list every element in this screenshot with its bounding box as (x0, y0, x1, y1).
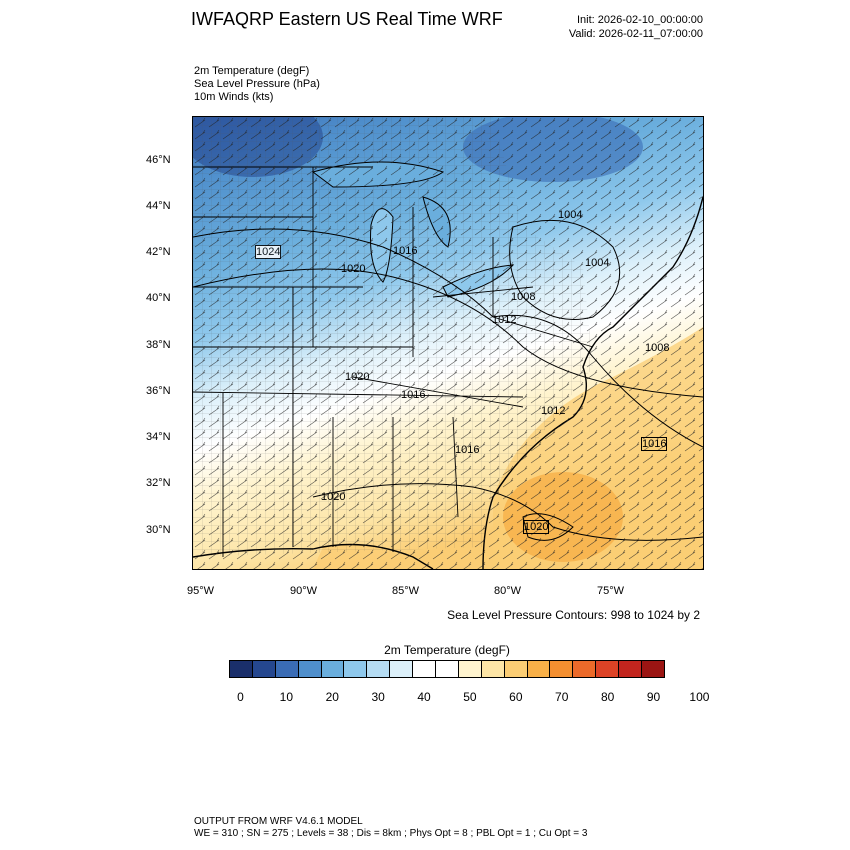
lat-label: 32°N (146, 477, 171, 489)
contour-label: 1004 (585, 257, 610, 269)
lat-label: 44°N (146, 200, 171, 212)
contour-label: 1012 (541, 405, 566, 417)
colorbar-swatch (390, 661, 414, 677)
contour-label: 1016 (393, 245, 418, 257)
field-pressure: Sea Level Pressure (hPa) (194, 78, 320, 90)
colorbar-label: 80 (600, 690, 615, 704)
contour-note: Sea Level Pressure Contours: 998 to 1024… (447, 608, 700, 622)
colorbar-label: 60 (509, 690, 523, 704)
colorbar-swatch (230, 661, 253, 677)
page-title: IWFAQRP Eastern US Real Time WRF (191, 9, 503, 29)
lat-label: 30°N (146, 524, 171, 536)
init-time: Init: 2026-02-10_00:00:00 (577, 14, 703, 26)
colorbar-swatch (619, 661, 643, 677)
footer-model: OUTPUT FROM WRF V4.6.1 MODEL (194, 816, 363, 827)
contour-label: 1020 (345, 371, 370, 383)
colorbar-swatch (458, 661, 482, 677)
colorbar-swatch (275, 661, 299, 677)
colorbar-swatch (344, 661, 368, 677)
lon-label: 90°W (290, 585, 318, 597)
contour-label: 1016 (455, 444, 480, 456)
contour-label: 1020 (341, 263, 366, 275)
colorbar-swatch (481, 661, 505, 677)
colorbar-swatch (596, 661, 620, 677)
contour-label: 1016 (401, 389, 426, 401)
lon-label: 85°W (392, 585, 420, 597)
colorbar-swatch (298, 661, 322, 677)
colorbar-label: 70 (555, 690, 569, 704)
colorbar-label: 10 (279, 690, 294, 704)
lat-label: 40°N (146, 292, 171, 304)
colorbar-label: 0 (237, 690, 244, 704)
colorbar-swatch (252, 661, 276, 677)
contour-label: 1020 (321, 491, 346, 503)
run-times: Init: 2026-02-10_00:00:00 Valid: 2026-02… (569, 13, 703, 41)
colorbar-title: 2m Temperature (degF) (384, 643, 510, 657)
colorbar-swatch (642, 661, 664, 677)
lon-label: 75°W (597, 585, 625, 597)
contour-label: 1016 (641, 437, 668, 451)
footer: OUTPUT FROM WRF V4.6.1 MODEL WE = 310 ; … (194, 816, 587, 840)
valid-time: Valid: 2026-02-11_07:00:00 (568, 28, 703, 40)
contour-label: 1008 (511, 291, 536, 303)
colorbar (229, 660, 665, 678)
colorbar-swatch (550, 661, 574, 677)
field-temperature: 2m Temperature (degF) (194, 65, 310, 77)
contour-label: 1012 (492, 314, 517, 326)
contour-label: 1020 (523, 520, 550, 534)
colorbar-swatch (573, 661, 597, 677)
field-winds: 10m Winds (kts) (194, 91, 274, 103)
field-list: 2m Temperature (degF) Sea Level Pressure… (194, 65, 320, 104)
colorbar-label: 40 (417, 690, 431, 704)
contour-label: 1004 (558, 209, 583, 221)
colorbar-label: 20 (325, 690, 339, 704)
lat-label: 36°N (146, 385, 171, 397)
lat-label: 38°N (146, 339, 171, 351)
colorbar-label: 90 (646, 690, 661, 704)
map-graphic (193, 117, 703, 569)
forecast-map: 1024 1020 1016 1004 1008 1012 1020 1016 … (192, 116, 704, 570)
lat-label: 34°N (146, 431, 171, 443)
colorbar-swatch (367, 661, 391, 677)
footer-config: WE = 310 ; SN = 275 ; Levels = 38 ; Dis … (194, 828, 588, 839)
lon-label: 95°W (187, 585, 215, 597)
colorbar-label: 100 (689, 690, 710, 704)
isobars (193, 219, 703, 541)
colorbar-swatch (527, 661, 551, 677)
lat-label: 46°N (146, 154, 171, 166)
contour-label: 1024 (255, 245, 282, 259)
colorbar-label: 50 (463, 690, 477, 704)
wind-barbs (193, 117, 703, 569)
colorbar-swatch (321, 661, 345, 677)
colorbar-swatch (436, 661, 459, 677)
colorbar-swatch (413, 661, 437, 677)
lat-label: 42°N (146, 246, 171, 258)
colorbar-label: 30 (371, 690, 385, 704)
lon-label: 80°W (494, 585, 522, 597)
colorbar-swatch (504, 661, 528, 677)
contour-label: 1008 (645, 342, 670, 354)
